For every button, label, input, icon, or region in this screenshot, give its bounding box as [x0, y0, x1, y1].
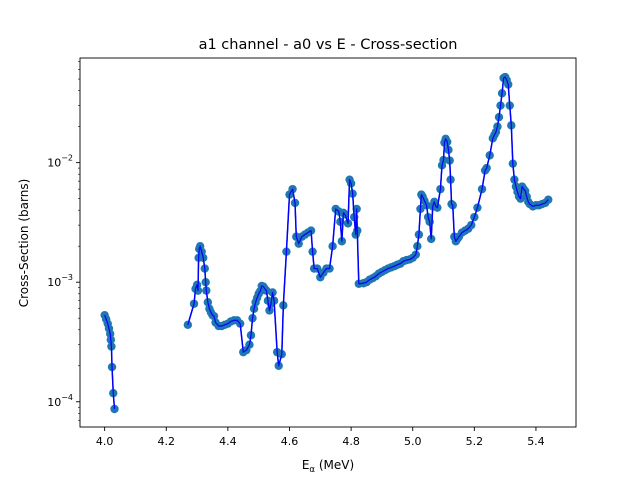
x-tick-label: 5.0: [404, 435, 422, 448]
x-axis: 4.0 4.2 4.4 4.6 4.8 5.0 5.2 5.4: [96, 427, 545, 448]
x-tick-label: 4.4: [219, 435, 237, 448]
x-tick-label: 4.0: [96, 435, 114, 448]
x-tick-label: 5.4: [527, 435, 545, 448]
series-line-overlay: [104, 314, 116, 410]
x-tick-label: 4.2: [158, 435, 176, 448]
series-line-overlay: [187, 76, 549, 367]
y-tick-label: 10−4: [47, 393, 73, 409]
y-tick-label: 10−2: [47, 154, 73, 170]
plot-frame: [79, 57, 577, 428]
y-axis: 10−4 10−3 10−2: [47, 61, 80, 421]
y-axis-label: Cross-Section (barns): [17, 179, 31, 308]
chart-title: a1 channel - a0 vs E - Cross-section: [199, 37, 458, 53]
y-tick-label: 10−3: [47, 273, 73, 289]
x-tick-label: 4.8: [342, 435, 360, 448]
plot-area: [100, 72, 553, 414]
x-tick-label: 4.6: [281, 435, 299, 448]
x-axis-label: Eα (MeV): [302, 458, 354, 475]
x-tick-label: 5.2: [466, 435, 484, 448]
